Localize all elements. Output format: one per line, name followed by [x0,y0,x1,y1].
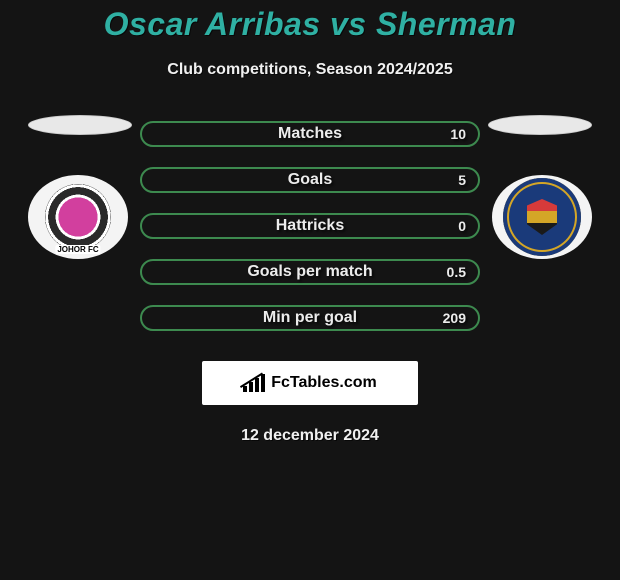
stat-bar-matches: Matches 10 [140,121,480,147]
left-side [20,121,140,259]
stat-bar-goals: Goals 5 [140,167,480,193]
left-country-flag [28,115,132,135]
stat-label: Min per goal [263,309,357,327]
stat-value-right: 0 [458,218,466,234]
stat-label: Goals per match [247,263,372,281]
stat-value-right: 209 [443,310,466,326]
stat-value-right: 5 [458,172,466,188]
middle-row: Matches 10 Goals 5 Hattricks 0 Goals per… [0,121,620,331]
right-side [480,121,600,259]
stat-value-right: 0.5 [447,264,466,280]
stat-bar-min-per-goal: Min per goal 209 [140,305,480,331]
right-club-badge [492,175,592,259]
left-club-badge [28,175,128,259]
right-country-flag [488,115,592,135]
stat-label: Matches [278,125,342,143]
johor-fc-crest-icon [45,184,111,250]
stat-bar-goals-per-match: Goals per match 0.5 [140,259,480,285]
stat-value-right: 10 [450,126,466,142]
stat-label: Goals [288,171,332,189]
stat-label: Hattricks [276,217,344,235]
stat-bar-hattricks: Hattricks 0 [140,213,480,239]
pahang-crest-icon [503,178,581,256]
brand-text: FcTables.com [271,374,377,392]
date-text: 12 december 2024 [241,427,379,445]
comparison-card: Oscar Arribas vs Sherman Club competitio… [0,0,620,445]
bar-chart-icon [243,374,265,392]
brand-box[interactable]: FcTables.com [202,361,418,405]
subtitle: Club competitions, Season 2024/2025 [167,61,452,79]
page-title: Oscar Arribas vs Sherman [104,6,517,43]
stat-bars: Matches 10 Goals 5 Hattricks 0 Goals per… [140,121,480,331]
